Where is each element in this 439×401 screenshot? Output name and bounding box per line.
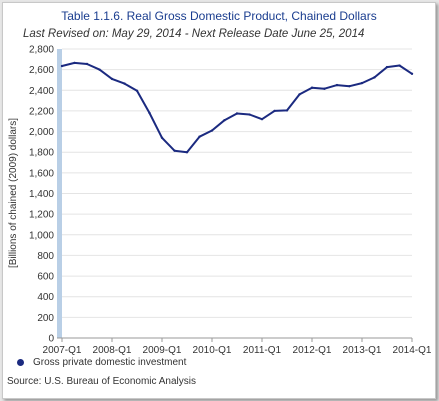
chart-subtitle: Last Revised on: May 29, 2014 - Next Rel… xyxy=(23,28,365,40)
y-tick-label: 200 xyxy=(37,313,54,324)
data-point xyxy=(348,84,351,88)
chart-frame: Table 1.1.6. Real Gross Domestic Product… xyxy=(2,2,436,399)
y-tick-label: 400 xyxy=(37,292,54,303)
data-point xyxy=(148,111,151,115)
y-tick-label: 1,600 xyxy=(29,168,54,179)
data-point xyxy=(285,109,289,112)
y-tick-label: 800 xyxy=(37,251,54,262)
data-point xyxy=(385,65,389,69)
data-point xyxy=(198,135,201,138)
y-tick-label: 1,000 xyxy=(29,230,54,241)
legend-label: Gross private domestic investment xyxy=(33,357,187,368)
legend-marker-icon xyxy=(17,359,24,366)
line-chart: 0 200 400 600 800 1,000 1,200 1,400 1,600 1,800 2,… xyxy=(8,45,432,357)
data-point xyxy=(335,83,339,87)
y-tick-label: 600 xyxy=(37,272,54,283)
y-axis-label: [Billions of chained (2009) dollars] xyxy=(8,118,19,268)
data-point xyxy=(248,113,251,116)
y-tick-label: 1,800 xyxy=(29,148,54,159)
y-axis-band xyxy=(57,49,62,338)
y-tick-label: 0 xyxy=(48,334,54,345)
x-tick-label: 2009-Q1 xyxy=(143,345,182,356)
data-point xyxy=(235,112,239,115)
data-point xyxy=(110,77,114,81)
x-tick-label: 2013-Q1 xyxy=(343,345,382,356)
data-point xyxy=(398,64,401,67)
y-tick-label: 1,200 xyxy=(29,210,54,221)
data-point xyxy=(373,76,376,79)
series-line xyxy=(61,61,413,154)
x-tick-label: 2010-Q1 xyxy=(193,345,232,356)
x-tick-label: 2008-Q1 xyxy=(93,345,132,356)
x-tick-label: 2011-Q1 xyxy=(243,345,282,356)
chart-title: Table 1.1.6. Real Gross Domestic Product… xyxy=(61,9,377,23)
legend: Gross private domestic investment xyxy=(17,357,186,368)
y-tick-label: 2,800 xyxy=(29,45,54,56)
data-point xyxy=(298,93,301,96)
y-tick-label: 2,600 xyxy=(29,65,54,76)
data-point xyxy=(85,62,89,66)
x-tick-label: 2012-Q1 xyxy=(293,345,332,356)
data-point xyxy=(98,68,101,71)
data-point xyxy=(223,119,226,122)
data-point xyxy=(173,149,176,152)
data-point xyxy=(185,151,189,154)
y-tick-label: 2,000 xyxy=(29,127,54,138)
y-tick-label: 2,200 xyxy=(29,106,54,117)
data-point xyxy=(273,109,276,113)
data-point xyxy=(260,117,264,121)
y-tick-label: 1,400 xyxy=(29,189,54,200)
data-point xyxy=(410,72,414,75)
data-point xyxy=(60,64,64,68)
data-point xyxy=(360,81,364,85)
y-tick-label: 2,400 xyxy=(29,86,54,97)
data-point xyxy=(135,89,139,93)
x-tick-label: 2014-Q1 xyxy=(393,345,432,356)
source-note: Source: U.S. Bureau of Economic Analysis xyxy=(7,376,196,387)
data-point xyxy=(123,82,126,85)
x-tick-label: 2007-Q1 xyxy=(43,345,82,356)
data-point xyxy=(73,61,76,65)
data-point xyxy=(323,87,326,90)
data-point xyxy=(160,136,164,139)
data-point xyxy=(310,86,314,89)
data-point xyxy=(210,129,214,132)
